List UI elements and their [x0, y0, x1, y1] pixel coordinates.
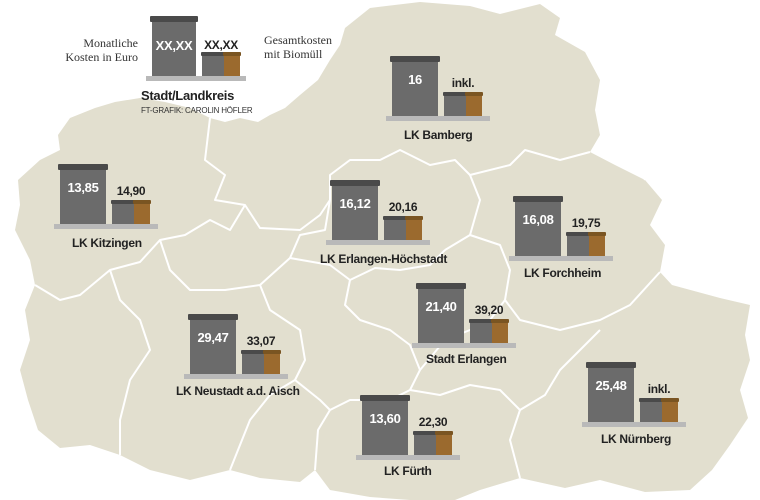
legend-title: Stadt/Landkreis	[141, 88, 235, 103]
region-name: LK Fürth	[384, 464, 432, 478]
legend-left-label: Monatliche Kosten in Euro	[60, 36, 138, 64]
monthly-cost-value: 29,47	[197, 330, 229, 345]
bin-base	[54, 224, 158, 229]
legend-left-line1: Monatliche	[83, 36, 138, 50]
total-cost-value: inkl.	[451, 76, 475, 90]
legend-small-value: XX,XX	[204, 38, 238, 52]
residual-waste-bin-icon: 13,85	[58, 164, 108, 224]
small-waste-bin-icon	[413, 431, 437, 457]
bin-base	[184, 374, 288, 379]
bio-waste-bin-icon	[491, 319, 509, 345]
bin-base	[509, 256, 613, 261]
bio-waste-bin-icon	[263, 350, 281, 376]
monthly-cost-value: 16,12	[339, 196, 371, 211]
bio-waste-bin-icon	[435, 431, 453, 457]
monthly-cost-value: 13,85	[67, 180, 99, 195]
monthly-cost-value: 21,40	[425, 299, 457, 314]
small-waste-bin-icon	[443, 92, 467, 118]
legend-credit: FT-GRAFIK: CAROLIN HÖFLER	[141, 106, 253, 115]
legend-big-value: XX,XX	[155, 38, 193, 53]
bio-waste-bin-icon	[588, 232, 606, 258]
total-cost-value: 22,30	[418, 415, 448, 429]
region-name: LK Forchheim	[524, 266, 602, 280]
bin-base	[326, 240, 430, 245]
monthly-cost-value: 16	[408, 72, 422, 87]
residual-waste-bin-icon: 16	[390, 56, 440, 116]
legend: Monatliche Kosten in Euro Gesamtkosten m…	[60, 0, 340, 120]
region-name: LK Erlangen-Höchstadt	[320, 252, 448, 266]
small-waste-bin-icon	[639, 398, 663, 424]
residual-waste-bin-icon: 16,08	[513, 196, 563, 256]
small-waste-bin-icon	[111, 200, 135, 226]
residual-waste-bin-icon: 13,60	[360, 395, 410, 455]
residual-waste-bin-icon: 25,48	[586, 362, 636, 422]
legend-base	[146, 76, 246, 81]
residual-waste-bin-icon: 16,12	[330, 180, 380, 240]
legend-right-line1: Gesamtkosten	[264, 33, 332, 47]
legend-right-line2: mit Biomüll	[264, 47, 323, 61]
bio-waste-bin-icon	[465, 92, 483, 118]
region-name: Stadt Erlangen	[426, 352, 507, 366]
bin-base	[412, 343, 516, 348]
total-cost-value: 14,90	[116, 184, 146, 198]
region-name: LK Nürnberg	[601, 432, 672, 446]
monthly-cost-value: 13,60	[369, 411, 401, 426]
total-cost-value: 39,20	[474, 303, 504, 317]
bio-waste-bin-icon	[661, 398, 679, 424]
bin-base	[386, 116, 490, 121]
small-waste-bin-icon	[241, 350, 265, 376]
bin-base	[582, 422, 686, 427]
total-cost-value: 33,07	[246, 334, 276, 348]
small-waste-bin-icon	[469, 319, 493, 345]
monthly-cost-value: 25,48	[595, 378, 627, 393]
legend-big-bin-icon: XX,XX	[150, 16, 198, 76]
monthly-cost-value: 16,08	[522, 212, 554, 227]
legend-right-label: Gesamtkosten mit Biomüll	[264, 33, 344, 61]
region-name: LK Bamberg	[404, 128, 473, 142]
legend-small-bin-icon	[201, 52, 225, 78]
legend-bio-bin-icon	[223, 52, 241, 78]
region-name: LK Kitzingen	[72, 236, 142, 250]
region-name: LK Neustadt a.d. Aisch	[176, 384, 300, 398]
bio-waste-bin-icon	[133, 200, 151, 226]
bin-base	[356, 455, 460, 460]
small-waste-bin-icon	[383, 216, 407, 242]
bio-waste-bin-icon	[405, 216, 423, 242]
residual-waste-bin-icon: 21,40	[416, 283, 466, 343]
total-cost-value: inkl.	[647, 382, 671, 396]
residual-waste-bin-icon: 29,47	[188, 314, 238, 374]
district-borders	[34, 117, 661, 479]
total-cost-value: 20,16	[388, 200, 418, 214]
legend-left-line2: Kosten in Euro	[65, 50, 138, 64]
small-waste-bin-icon	[566, 232, 590, 258]
total-cost-value: 19,75	[571, 216, 601, 230]
